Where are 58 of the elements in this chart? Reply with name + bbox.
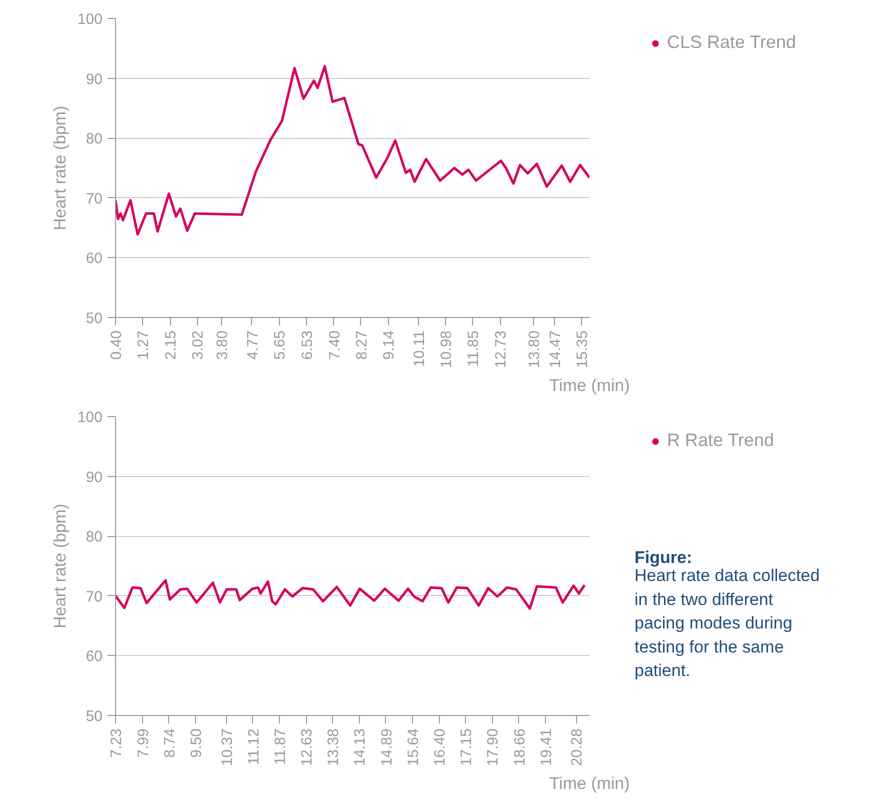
y-axis-title: Heart rate (bpm) <box>50 106 70 230</box>
x-tick-label: 20.28 <box>568 728 586 766</box>
x-tick-label: 11.87 <box>272 728 289 765</box>
x-tick-label: 1.27 <box>135 330 152 360</box>
x-tick-label: 17.90 <box>484 728 502 766</box>
x-tick-label: 12.63 <box>298 728 316 766</box>
x-tick-label: 8.27 <box>353 330 370 360</box>
y-tick-label: 80 <box>86 130 103 148</box>
line-series <box>116 65 590 236</box>
line-series <box>116 579 586 610</box>
x-axis-title: Time (min) <box>549 376 630 396</box>
text: Figure: <box>634 548 692 568</box>
x-tick-label: 9.14 <box>380 330 398 360</box>
legend-label: CLS Rate Trend <box>667 32 796 53</box>
y-tick-label: 50 <box>86 708 103 725</box>
x-tick-label: 16.40 <box>432 728 449 766</box>
x-tick-label: 15.35 <box>574 330 592 368</box>
y-axis-title: Heart rate (bpm) <box>50 504 70 628</box>
y-tick-label: 70 <box>86 190 103 208</box>
x-tick-label: 10.37 <box>218 728 236 766</box>
x-tick-label: 14.13 <box>352 728 369 766</box>
x-tick-label: 7.23 <box>108 728 125 758</box>
x-tick-label: 2.15 <box>162 330 180 360</box>
x-tick-label: 8.74 <box>161 728 178 758</box>
x-tick-label: 11.85 <box>465 330 482 367</box>
x-tick-label: 11.12 <box>245 728 262 765</box>
x-tick-label: 14.89 <box>378 728 396 766</box>
y-tick-label: 100 <box>77 409 103 426</box>
legend-label: R Rate Trend <box>667 430 774 451</box>
x-tick-label: 4.77 <box>244 330 262 360</box>
x-tick-label: 0.40 <box>108 330 125 360</box>
y-tick-label: 90 <box>86 70 103 88</box>
y-tick-label: 60 <box>86 250 103 268</box>
x-tick-label: 13.38 <box>325 728 342 766</box>
y-tick-label: 100 <box>77 11 103 28</box>
x-axis-title: Time (min) <box>549 774 630 794</box>
x-tick-label: 13.80 <box>526 330 543 368</box>
x-tick-label: 15.64 <box>404 728 422 766</box>
x-tick-label: 3.02 <box>190 330 207 360</box>
x-tick-label: 17.15 <box>458 728 476 766</box>
x-tick-label: 19.41 <box>538 728 555 766</box>
y-tick-label: 60 <box>86 648 103 666</box>
x-tick-label: 7.99 <box>134 728 152 758</box>
x-tick-label: 18.66 <box>511 728 528 766</box>
y-tick-label: 80 <box>86 528 103 546</box>
text: Heart rate data collected in the two different pacing modes during testing for the same patient. <box>634 566 820 680</box>
y-tick-label: 90 <box>86 468 103 486</box>
x-tick-label: 14.47 <box>546 330 564 368</box>
y-tick-label: 70 <box>86 588 103 606</box>
x-tick-label: 9.50 <box>188 728 206 758</box>
x-tick-label: 5.65 <box>272 330 289 360</box>
y-tick-label: 50 <box>86 310 103 327</box>
x-tick-label: 3.80 <box>214 330 232 360</box>
x-tick-label: 6.53 <box>299 330 316 360</box>
x-tick-label: 7.40 <box>326 330 344 360</box>
x-tick-label: 10.11 <box>410 330 428 367</box>
x-tick-label: 12.73 <box>492 330 510 368</box>
x-tick-label: 10.98 <box>438 330 455 368</box>
